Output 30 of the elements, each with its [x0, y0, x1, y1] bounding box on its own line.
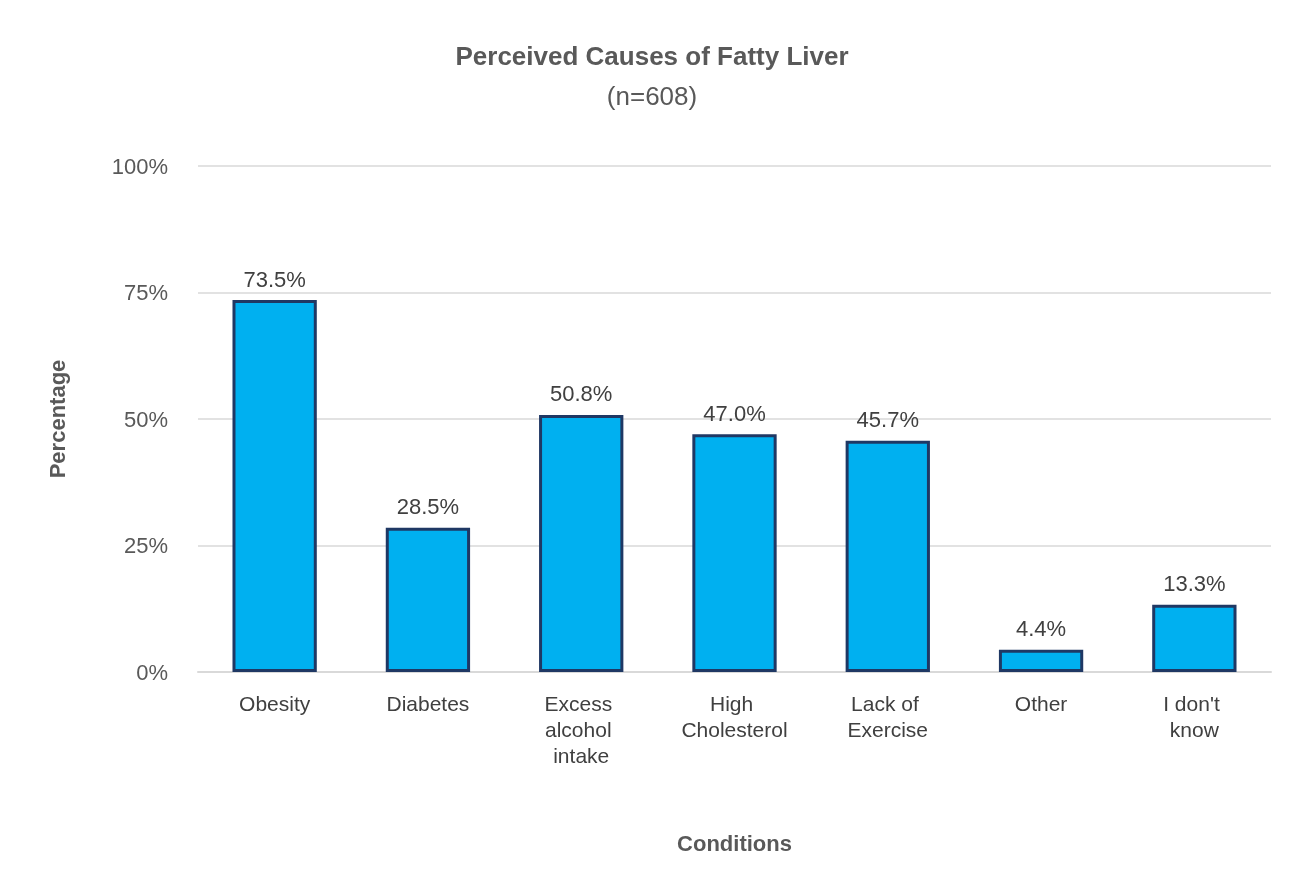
x-tick-label: Other	[1014, 691, 1068, 715]
x-tick-label: Diabetes	[386, 691, 470, 715]
bar	[998, 649, 1084, 672]
x-axis-title: Conditions	[677, 830, 792, 856]
x-tick-label: High Cholesterol	[681, 691, 788, 741]
x-tick-label: Obesity	[239, 691, 311, 715]
data-label: 73.5%	[243, 266, 306, 292]
bar	[692, 434, 777, 672]
data-label: 45.7%	[856, 407, 919, 433]
chart-title: Perceived Causes of Fatty Liver	[455, 41, 849, 71]
x-tick-label: Excess alcohol intake	[544, 691, 618, 767]
y-tick-label: 75%	[123, 280, 168, 305]
y-axis-title: Percentage	[44, 359, 70, 479]
bar	[232, 300, 317, 672]
chart-subtitle: (n=608)	[606, 81, 698, 111]
data-label: 50.8%	[550, 381, 613, 407]
data-label: 4.4%	[1015, 616, 1067, 642]
y-tick-label: 0%	[136, 659, 168, 685]
y-tick-label: 25%	[123, 533, 168, 558]
bar	[385, 527, 471, 672]
data-label: 13.3%	[1163, 571, 1226, 597]
y-tick-label: 50%	[123, 406, 168, 432]
bar	[539, 414, 624, 672]
data-label: 47.0%	[703, 400, 766, 426]
x-tick-label: I don't know	[1163, 691, 1226, 741]
x-tick-label: Lack of Exercise	[847, 691, 929, 741]
bar	[845, 440, 930, 672]
bar	[1152, 604, 1237, 672]
y-tick-label: 100%	[111, 153, 168, 179]
data-label: 28.5%	[396, 494, 460, 520]
